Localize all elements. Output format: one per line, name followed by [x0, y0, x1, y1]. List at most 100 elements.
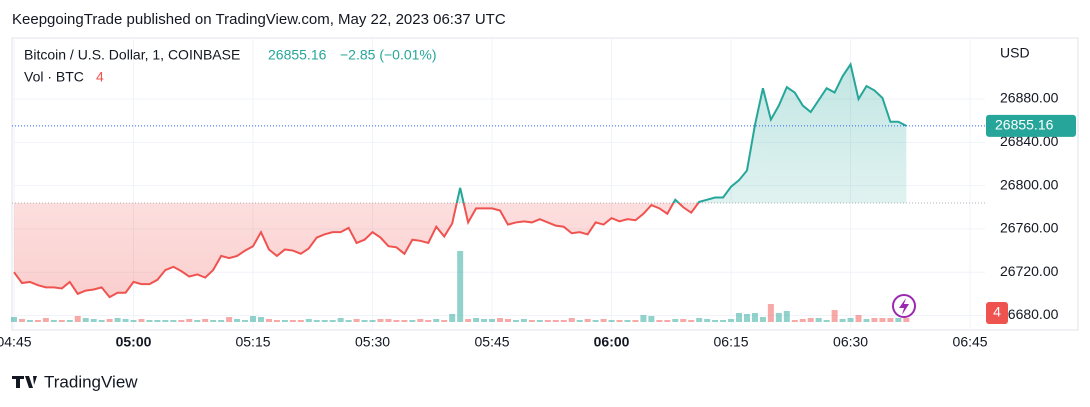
- y-tick-label: 26880.00: [1000, 90, 1059, 106]
- volume-bar: [847, 318, 854, 322]
- volume-bar: [751, 313, 758, 322]
- volume-bar: [202, 319, 209, 322]
- published-note: KeepgoingTrade published on TradingView.…: [12, 11, 506, 28]
- volume-bar: [265, 319, 272, 322]
- volume-bar: [50, 320, 57, 322]
- last-volume-label: 4: [993, 304, 1001, 320]
- x-tick-label: 05:15: [235, 334, 270, 350]
- volume-bar: [273, 320, 280, 322]
- volume-bar: [672, 319, 679, 322]
- volume-bar: [712, 320, 719, 322]
- volume-bar: [863, 319, 870, 322]
- volume-bar: [688, 320, 695, 322]
- volume-bar: [799, 319, 806, 322]
- volume-bar: [640, 315, 647, 322]
- x-tick-label: 05:30: [355, 334, 390, 350]
- volume-bar: [656, 320, 663, 322]
- event-bolt: [899, 298, 909, 315]
- volume-bar: [18, 319, 25, 322]
- volume-bar: [178, 320, 185, 322]
- volume-bar: [441, 320, 448, 322]
- volume-bar: [369, 320, 376, 322]
- volume-bar: [313, 320, 320, 322]
- volume-bar: [775, 313, 782, 322]
- brand-logo: [12, 376, 37, 388]
- y-tick-label: 26720.00: [1000, 263, 1059, 279]
- volume-bar: [321, 320, 328, 322]
- volume-bar: [114, 318, 121, 322]
- chart-frame: [11, 37, 1079, 331]
- volume-bar: [409, 320, 416, 322]
- volume-bar: [903, 318, 910, 322]
- volume-bar: [504, 319, 511, 322]
- volume-bar: [98, 320, 105, 322]
- last-price-label: 26855.16: [995, 117, 1054, 133]
- volume-bar: [218, 320, 225, 322]
- volume-bar: [879, 318, 886, 322]
- volume-bar: [576, 320, 583, 322]
- volume-bar: [401, 320, 408, 322]
- volume-bar: [42, 318, 49, 322]
- volume-bar: [385, 319, 392, 322]
- volume-bar: [329, 320, 336, 322]
- volume-bar: [895, 318, 902, 322]
- volume-bar: [345, 320, 352, 322]
- y-tick-label: 26760.00: [1000, 220, 1059, 236]
- x-tick-label: 06:00: [594, 334, 630, 350]
- volume-bar: [624, 320, 631, 322]
- volume-bar: [497, 318, 503, 322]
- volume-bar: [528, 320, 535, 322]
- volume-bar: [616, 320, 623, 322]
- x-tick-label: 05:00: [116, 334, 152, 350]
- volume-bar: [743, 314, 750, 322]
- volume-bar: [66, 320, 73, 322]
- volume-bar: [736, 313, 743, 322]
- volume-bar: [584, 319, 591, 322]
- volume-bar: [34, 320, 41, 322]
- volume-bar: [783, 311, 790, 322]
- legend-price: 26855.16: [268, 47, 327, 63]
- last-volume-badge: [986, 302, 1008, 324]
- legend-volume: Vol · BTC: [24, 69, 84, 85]
- volume-bar: [289, 320, 296, 322]
- x-tick-label: 05:45: [475, 334, 510, 350]
- x-tick-label: 04:45: [0, 334, 32, 350]
- volume-bar: [154, 320, 161, 322]
- volume-bar: [170, 320, 177, 322]
- volume-bar: [337, 318, 344, 322]
- volume-bar: [552, 320, 559, 322]
- volume-bar: [226, 317, 233, 322]
- volume-bar: [393, 320, 400, 322]
- volume-bar: [433, 319, 440, 322]
- volume-bar: [305, 319, 312, 322]
- legend-change: −2.85 (−0.01%): [340, 47, 437, 63]
- volume-bar: [26, 320, 33, 322]
- axis-unit: USD: [1000, 45, 1030, 61]
- brand-name: TradingView: [44, 372, 138, 391]
- volume-bar: [664, 320, 671, 322]
- volume-bar: [871, 318, 878, 322]
- volume-bar: [791, 320, 798, 322]
- volume-bar: [544, 320, 551, 322]
- volume-bar: [489, 319, 496, 322]
- volume-bar: [855, 315, 862, 322]
- volume-bar: [592, 320, 599, 322]
- volume-bar: [74, 316, 81, 322]
- volume-bar: [425, 320, 432, 322]
- volume-bar: [146, 320, 153, 322]
- volume-bar: [704, 319, 711, 322]
- volume-bar: [297, 320, 304, 322]
- volume-bar: [82, 318, 89, 322]
- y-tick-label: 26840.00: [1000, 133, 1059, 149]
- y-tick-label: 26800.00: [1000, 176, 1059, 192]
- volume-bar: [720, 320, 727, 322]
- volume-bar: [186, 319, 193, 322]
- volume-bar: [648, 316, 655, 322]
- volume-bar: [106, 319, 113, 322]
- volume-bar: [242, 320, 249, 322]
- volume-bar: [807, 318, 814, 322]
- area-down: [14, 202, 907, 298]
- last-price-badge: [986, 114, 1076, 137]
